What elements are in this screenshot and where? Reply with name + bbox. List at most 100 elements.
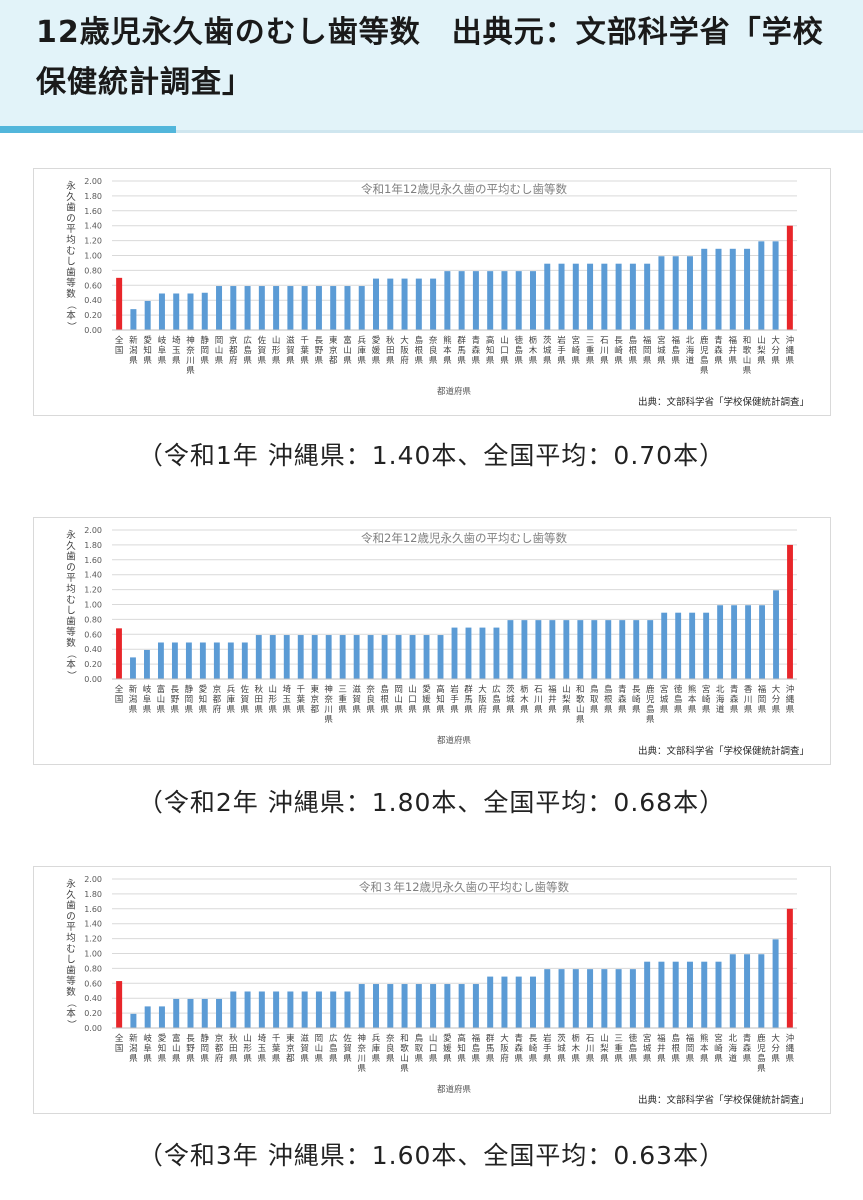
svg-text:重: 重 — [614, 1043, 623, 1054]
svg-text:埼: 埼 — [258, 1033, 267, 1044]
svg-text:佐: 佐 — [258, 335, 267, 346]
svg-text:県: 県 — [643, 1054, 652, 1064]
bar-長崎県 — [633, 620, 640, 679]
svg-text:県: 県 — [514, 356, 523, 366]
x-tick-label: 群馬県 — [457, 335, 466, 366]
svg-text:県: 県 — [772, 705, 781, 715]
y-tick-label: 1.80 — [84, 192, 102, 201]
x-tick-label: 静岡県 — [185, 684, 194, 715]
x-tick-label: 徳島県 — [514, 335, 523, 366]
x-tick-label: 香川県 — [744, 684, 753, 715]
bar-広島県 — [244, 286, 251, 330]
svg-text:道: 道 — [686, 355, 695, 366]
svg-text:永: 永 — [66, 180, 76, 192]
svg-text:県: 県 — [422, 705, 431, 715]
svg-text:県: 県 — [586, 1054, 595, 1064]
bar-島根県 — [672, 961, 679, 1028]
svg-text:県: 県 — [201, 1054, 210, 1064]
svg-text:都: 都 — [213, 695, 222, 705]
svg-text:歯: 歯 — [66, 900, 76, 912]
svg-text:愛: 愛 — [422, 684, 431, 695]
svg-text:県: 県 — [714, 1054, 723, 1064]
svg-text:県: 県 — [199, 705, 208, 715]
chart-source: 出典：文部科学省「学校保健統計調査」 — [638, 745, 809, 757]
svg-text:の: の — [66, 562, 76, 573]
x-tick-label: 大阪府 — [478, 684, 487, 715]
y-tick-label: 1.00 — [84, 252, 102, 261]
svg-text:福: 福 — [686, 1033, 695, 1044]
svg-text:賀: 賀 — [258, 345, 267, 356]
svg-text:県: 県 — [702, 705, 711, 715]
x-tick-label: 群馬県 — [464, 684, 473, 715]
svg-text:県: 県 — [201, 356, 210, 366]
svg-text:県: 県 — [186, 366, 195, 376]
svg-text:県: 県 — [386, 1054, 395, 1064]
bar-北海道 — [686, 256, 693, 330]
svg-text:東: 東 — [329, 335, 338, 346]
x-tick-label: 新潟県 — [129, 684, 138, 715]
svg-text:県: 県 — [714, 356, 723, 366]
svg-text:し: し — [66, 606, 76, 617]
svg-text:神: 神 — [324, 684, 333, 695]
x-tick-label: 宮城県 — [657, 335, 666, 366]
bar-新潟県 — [130, 1013, 137, 1028]
bar-栃木県 — [572, 969, 579, 1028]
svg-text:群: 群 — [486, 1033, 495, 1044]
svg-text:県: 県 — [372, 1054, 381, 1064]
svg-text:県: 県 — [534, 705, 543, 715]
bar-chart-reiwa3: 0.00 0.20 0.40 0.60 0.80 1.00 1.20 1.40 1.60 1.80… — [65, 875, 809, 1106]
svg-text:阜: 阜 — [143, 694, 152, 705]
x-tick-label: 愛知県 — [158, 1033, 167, 1064]
svg-text:阪: 阪 — [500, 1044, 509, 1054]
svg-text:和: 和 — [400, 1034, 409, 1044]
svg-text:青: 青 — [618, 684, 627, 695]
svg-text:岐: 岐 — [158, 335, 167, 346]
x-tick-label: 青森県 — [743, 1033, 752, 1064]
svg-text:広: 広 — [329, 1033, 338, 1044]
svg-text:本: 本 — [66, 310, 76, 322]
svg-text:青: 青 — [714, 335, 723, 346]
x-tick-label: 富山県 — [343, 335, 352, 366]
svg-text:県: 県 — [686, 1054, 695, 1064]
svg-text:城: 城 — [543, 346, 552, 356]
bar-大分県 — [772, 241, 779, 330]
svg-text:県: 県 — [243, 356, 252, 366]
x-tick-label: 栃木県 — [529, 335, 538, 366]
svg-text:田: 田 — [386, 346, 395, 356]
bar-京都府 — [213, 642, 220, 679]
svg-text:県: 県 — [408, 705, 417, 715]
x-tick-label: 宮崎県 — [702, 684, 711, 715]
bar-三重県 — [615, 969, 622, 1028]
svg-text:兵: 兵 — [227, 684, 236, 695]
bar-北海道 — [717, 605, 724, 679]
x-tick-label: 熊本県 — [443, 335, 452, 366]
bar-三重県 — [587, 263, 594, 330]
svg-text:梨: 梨 — [757, 345, 766, 356]
bar-福島県 — [672, 256, 679, 330]
bar-富山県 — [157, 642, 164, 679]
svg-text:崎: 崎 — [572, 345, 581, 356]
svg-text:都: 都 — [229, 346, 238, 356]
bar-千葉県 — [273, 991, 280, 1028]
svg-text:神: 神 — [186, 335, 195, 346]
svg-text:県: 県 — [272, 356, 281, 366]
svg-text:田: 田 — [229, 1044, 238, 1054]
svg-text:鹿: 鹿 — [700, 335, 709, 346]
svg-text:馬: 馬 — [486, 1044, 495, 1054]
svg-text:県: 県 — [500, 356, 509, 366]
y-tick-label: 0.80 — [84, 964, 102, 973]
svg-text:本: 本 — [700, 1043, 709, 1054]
x-tick-label: 秋田県 — [255, 684, 264, 715]
svg-text:川: 川 — [744, 695, 753, 705]
caption-reiwa3: （令和3年 沖縄県：1.60本、全国平均：0.63本） — [137, 1141, 726, 1170]
x-tick-label: 長野県 — [315, 336, 324, 366]
svg-text:県: 県 — [688, 705, 697, 715]
svg-text:鹿: 鹿 — [757, 1033, 766, 1044]
svg-text:奈: 奈 — [366, 684, 375, 695]
svg-text:長: 長 — [614, 336, 623, 346]
x-tick-label: 茨城県 — [557, 1033, 566, 1064]
svg-text:知: 知 — [199, 694, 208, 705]
svg-text:静: 静 — [201, 335, 210, 346]
svg-text:富: 富 — [172, 1033, 181, 1044]
